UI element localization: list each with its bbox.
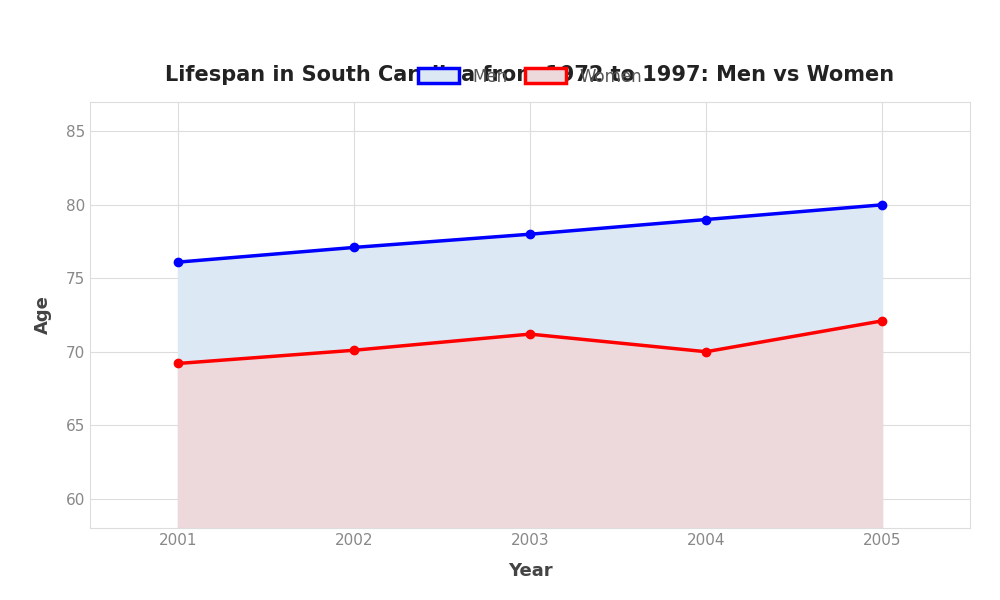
Title: Lifespan in South Carolina from 1972 to 1997: Men vs Women: Lifespan in South Carolina from 1972 to … (165, 65, 895, 85)
Legend: Men, Women: Men, Women (409, 59, 651, 94)
Y-axis label: Age: Age (34, 296, 52, 334)
X-axis label: Year: Year (508, 562, 552, 580)
